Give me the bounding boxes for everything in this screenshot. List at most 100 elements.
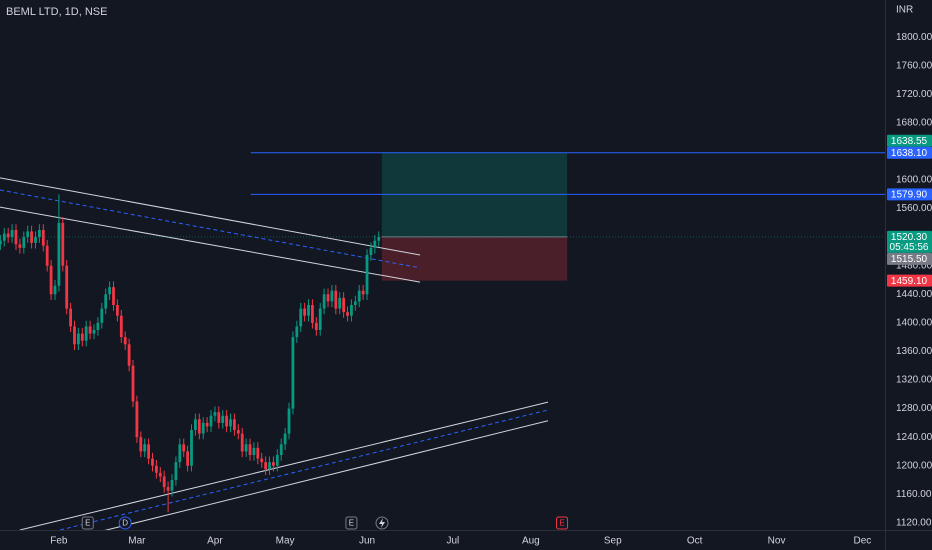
y-tick-label: 1240.00: [896, 432, 932, 443]
candle-body: [73, 326, 76, 345]
candle-body: [119, 315, 123, 338]
event-label: E: [559, 519, 564, 528]
event-marker: [118, 516, 132, 530]
candle-body: [41, 230, 45, 246]
price-label: 1459.10: [891, 276, 928, 287]
x-tick-label: May: [276, 536, 295, 547]
trend-line: [0, 189, 421, 269]
candle-body: [373, 240, 377, 248]
candle-body: [197, 419, 201, 434]
candle-body: [225, 415, 229, 427]
candle-body: [174, 462, 178, 480]
candle-body: [194, 419, 197, 430]
chart-title: BEML LTD, 1D, NSE: [6, 6, 107, 18]
x-tick-label: Apr: [207, 536, 223, 547]
candle-body: [30, 231, 33, 243]
x-tick-label: Jun: [359, 536, 375, 547]
candle-body: [6, 233, 10, 238]
price-label: 1638.10: [891, 148, 928, 159]
candle-body: [287, 408, 291, 434]
x-tick-label: Jul: [446, 536, 459, 547]
trend-line: [104, 420, 549, 530]
candle-body: [37, 230, 41, 238]
price-label-box: [887, 274, 932, 287]
candle-body: [10, 230, 14, 238]
candle-body: [303, 308, 307, 316]
x-tick-label: Nov: [768, 536, 786, 547]
candle-body: [88, 326, 92, 334]
candle-body: [205, 422, 209, 427]
candle-body: [92, 330, 96, 334]
x-tick-label: Oct: [687, 536, 703, 547]
candle-body: [151, 458, 154, 466]
y-tick-label: 1600.00: [896, 175, 932, 186]
candle-body: [162, 476, 166, 488]
price-label: 1520.30: [891, 232, 928, 243]
x-tick-label: Mar: [128, 536, 146, 547]
candle-body: [299, 308, 303, 327]
candle-body: [2, 233, 6, 241]
candle-body: [350, 305, 353, 316]
price-label: 1579.90: [891, 189, 928, 200]
candle-body: [108, 287, 112, 295]
candle-body: [346, 312, 349, 316]
countdown: 05:45:56: [890, 242, 929, 253]
y-tick-label: 1360.00: [896, 346, 932, 357]
candle-body: [291, 337, 295, 409]
candle-body: [49, 265, 53, 295]
x-tick-label: Dec: [853, 536, 871, 547]
candle-body: [229, 419, 232, 427]
y-tick-label: 1160.00: [896, 489, 932, 500]
candle-body: [57, 222, 61, 286]
price-label: 1638.55: [891, 136, 928, 147]
candle-body: [326, 294, 330, 302]
y-tick-label: 1480.00: [896, 260, 932, 271]
y-tick-label: 1680.00: [896, 117, 932, 128]
trend-line: [0, 206, 421, 283]
y-tick-label: 1200.00: [896, 460, 932, 471]
candle-body: [80, 333, 84, 341]
candle-body: [26, 231, 30, 238]
candle-body: [272, 462, 275, 466]
candle-body: [69, 308, 72, 327]
candle-body: [143, 444, 147, 452]
candle-body: [361, 290, 365, 295]
candle-body: [221, 415, 225, 423]
candle-body: [295, 326, 299, 338]
price-label: 1515.50: [891, 254, 928, 265]
candle-body: [76, 333, 80, 345]
price-label-box: [887, 188, 932, 201]
candle-body: [22, 237, 26, 248]
x-tick-label: Sep: [604, 536, 622, 547]
price-label-box: [887, 146, 932, 159]
plot-area: [0, 152, 885, 530]
candle-body: [158, 472, 162, 477]
candle-body: [342, 297, 346, 313]
candle-body: [213, 412, 217, 416]
event-label: E: [85, 519, 90, 528]
candle-body: [96, 322, 100, 330]
candle-body: [236, 430, 240, 434]
candle-body: [311, 305, 314, 323]
candle-body: [377, 236, 381, 241]
candle-body: [252, 447, 256, 455]
candle-body: [166, 487, 170, 491]
candle-body: [338, 297, 342, 309]
candle-body: [178, 444, 182, 463]
candle-body: [18, 244, 22, 248]
event-marker: [81, 516, 94, 530]
candle-body: [353, 301, 357, 305]
y-tick-label: 1280.00: [896, 403, 932, 414]
y-tick-label: 1560.00: [896, 203, 932, 214]
candle-body: [0, 240, 2, 245]
candle-body: [147, 444, 151, 459]
candle-body: [190, 430, 193, 466]
candle-body: [240, 433, 244, 452]
candle-body: [65, 265, 69, 309]
candle-body: [275, 455, 279, 466]
candle-body: [34, 237, 37, 243]
candle-body: [244, 444, 248, 452]
candle-body: [186, 451, 190, 466]
